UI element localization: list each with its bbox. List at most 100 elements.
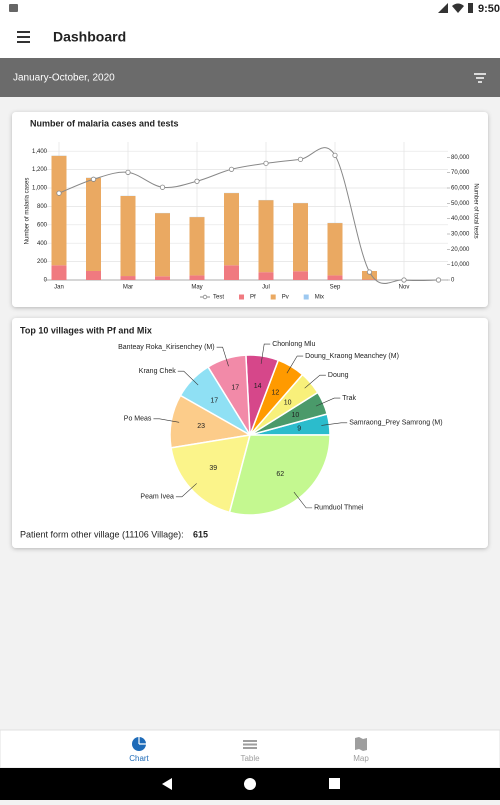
slice-category-label: Samraong_Prey Samrong (M)	[349, 420, 442, 427]
bar-segment	[190, 275, 205, 280]
nav-label: Chart	[129, 754, 149, 763]
legend-label: Mix	[315, 295, 324, 301]
y-tick-label: 600	[37, 222, 48, 228]
line-point	[333, 153, 337, 157]
status-icon	[9, 4, 18, 12]
legend-swatch	[203, 295, 207, 299]
bar-segment	[259, 272, 274, 280]
y-tick-label: 200	[37, 259, 48, 265]
slice-value-label: 39	[209, 465, 217, 472]
bar-segment	[259, 200, 274, 272]
slice-value-label: 9	[297, 425, 301, 432]
legend-label: Test	[213, 295, 224, 301]
line-point	[229, 167, 233, 171]
y2-tick-label: 60,000	[451, 186, 470, 192]
legend-swatch	[239, 295, 244, 300]
bar-segment	[155, 213, 170, 276]
bar-segment	[121, 196, 136, 276]
x-tick-label: Nov	[399, 285, 410, 291]
line-point	[126, 170, 130, 174]
x-tick-label: Sep	[330, 285, 341, 291]
slice-value-label: 10	[292, 412, 300, 419]
legend-swatch	[271, 295, 276, 300]
chart-title: Top 10 villages with Pf and Mix	[20, 325, 152, 335]
y2-tick-label: 10,000	[451, 262, 470, 268]
bar-segment	[224, 193, 239, 265]
line-point	[91, 177, 95, 181]
slice-category-label: Krang Chek	[139, 368, 176, 375]
bar-segment	[52, 156, 67, 265]
slice-category-label: Rumduol Thmei	[314, 505, 364, 512]
line-point	[402, 278, 406, 282]
bar-segment	[328, 223, 343, 275]
recents-button[interactable]	[329, 778, 340, 789]
y-tick-label: 400	[37, 241, 48, 247]
bar-segment	[293, 271, 308, 280]
x-tick-label: Mar	[123, 285, 133, 291]
line-point	[195, 179, 199, 183]
y-axis-label: Number of malaria cases	[25, 178, 31, 245]
line-point	[367, 270, 371, 274]
slice-value-label: 14	[254, 383, 262, 390]
bar-segment	[155, 276, 170, 280]
bar-segment	[328, 275, 343, 280]
y2-tick-label: 80,000	[451, 155, 470, 161]
slice-category-label: Peam Ivea	[140, 494, 174, 501]
y2-tick-label: 50,000	[451, 201, 470, 207]
slice-value-label: 10	[284, 400, 292, 407]
nav-icon	[132, 737, 146, 751]
y2-axis-label: Number of total tests	[472, 183, 478, 238]
line-point	[57, 191, 61, 195]
line-point	[298, 157, 302, 161]
footnote-value: 615	[193, 529, 208, 539]
y-tick-label: 1,400	[32, 149, 48, 155]
slice-category-label: Doung	[328, 372, 349, 379]
slice-category-label: Chonlong Mlu	[272, 341, 315, 348]
x-tick-label: May	[191, 285, 202, 291]
line-point	[160, 185, 164, 189]
slice-category-label: Banteay Roka_Kirisenchey (M)	[118, 344, 215, 351]
y2-tick-label: 40,000	[451, 216, 470, 222]
legend-label: Pf	[250, 295, 256, 301]
app-title: Dashboard	[53, 29, 126, 45]
nav-label: Table	[240, 754, 260, 763]
bar-segment	[224, 265, 239, 280]
legend-swatch	[304, 295, 309, 300]
line-point	[436, 278, 440, 282]
line-point	[264, 161, 268, 165]
nav-label: Map	[353, 754, 369, 763]
y-tick-label: 1,000	[32, 186, 48, 192]
bar-segment	[86, 271, 101, 280]
y-tick-label: 1,200	[32, 167, 48, 173]
slice-category-label: Po Meas	[124, 416, 152, 423]
slice-value-label: 12	[272, 389, 280, 396]
legend-label: Pv	[282, 295, 289, 301]
x-tick-label: Jul	[262, 285, 270, 291]
battery-icon	[468, 3, 473, 13]
chart-card	[12, 112, 488, 307]
chart-title: Number of malaria cases and tests	[30, 118, 179, 128]
bar-segment	[121, 276, 136, 280]
y-tick-label: 800	[37, 204, 48, 210]
bar-segment	[293, 203, 308, 271]
y2-tick-label: 70,000	[451, 170, 470, 176]
status-bar	[0, 0, 500, 17]
y2-tick-label: 20,000	[451, 247, 470, 253]
home-button[interactable]	[244, 778, 256, 790]
slice-value-label: 62	[276, 471, 284, 478]
slice-category-label: Doung_Kraong Meanchey (M)	[305, 353, 399, 360]
slice-category-label: Trak	[342, 395, 356, 402]
bar-segment	[86, 178, 101, 271]
slice-value-label: 17	[210, 397, 218, 404]
footnote-label: Patient form other village (11106 Villag…	[20, 529, 184, 539]
nav-icon	[355, 737, 367, 751]
slice-value-label: 17	[231, 384, 239, 391]
x-tick-label: Jan	[54, 285, 64, 291]
period-label: January-October, 2020	[13, 73, 115, 84]
bar-segment	[52, 265, 67, 280]
y2-tick-label: 30,000	[451, 232, 470, 238]
slice-value-label: 23	[197, 423, 205, 430]
bar-segment	[190, 217, 205, 275]
